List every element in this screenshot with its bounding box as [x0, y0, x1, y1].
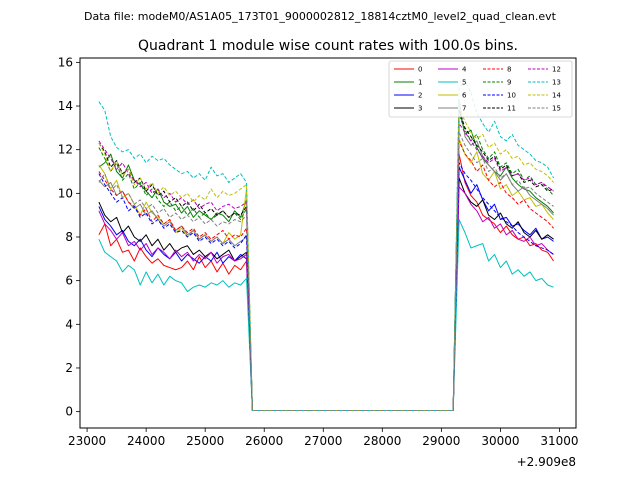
x-tick-label: 31000 [540, 434, 578, 448]
y-tick-label: 2 [65, 361, 73, 375]
legend-label-8: 8 [507, 66, 511, 74]
legend-label-0: 0 [418, 66, 422, 74]
chart-suptitle: Data file: modeM0/AS1A05_173T01_90000028… [84, 10, 557, 23]
legend-label-9: 9 [507, 79, 511, 87]
series-line-11 [98, 109, 554, 412]
legend-label-1: 1 [418, 79, 422, 87]
series-line-8 [98, 140, 554, 412]
y-tick-label: 4 [65, 317, 73, 331]
y-tick-label: 14 [58, 99, 73, 113]
legend-label-6: 6 [462, 92, 467, 100]
legend-label-4: 4 [462, 66, 467, 74]
y-axis: 0 2 4 6 8 10 12 14 16 [58, 55, 80, 419]
y-tick-label: 12 [58, 143, 73, 157]
series-line-6 [98, 138, 554, 412]
legend-label-12: 12 [552, 66, 561, 74]
x-tick-label: 27000 [304, 434, 342, 448]
y-tick-label: 0 [65, 405, 73, 419]
x-tick-label: 26000 [245, 434, 283, 448]
y-tick-label: 16 [58, 55, 73, 69]
series-line-5 [98, 219, 554, 412]
x-tick-label: 24000 [127, 434, 165, 448]
x-tick-label: 29000 [422, 434, 460, 448]
x-tick-label: 30000 [481, 434, 519, 448]
chart-title: Quadrant 1 module wise count rates with … [138, 38, 518, 54]
series-line-3 [98, 177, 554, 412]
series-line-10 [98, 162, 554, 412]
series-line-15 [98, 131, 554, 412]
series-line-9 [98, 114, 554, 412]
y-tick-label: 8 [65, 230, 73, 244]
series-layer [98, 79, 554, 412]
series-line-7 [98, 98, 554, 412]
series-line-4 [98, 186, 554, 412]
x-tick-label: 28000 [363, 434, 401, 448]
series-line-0 [98, 153, 554, 412]
x-axis: 23000 24000 25000 26000 27000 28000 29000 30000… [68, 428, 579, 448]
legend-label-13: 13 [552, 79, 561, 87]
plot-area: 23000 24000 25000 26000 27000 28000 29000 30000… [58, 55, 579, 469]
legend-label-15: 15 [552, 105, 561, 113]
legend-label-14: 14 [552, 92, 561, 100]
legend-label-7: 7 [462, 105, 466, 113]
axes-frame [79, 57, 577, 429]
x-tick-label: 23000 [68, 434, 106, 448]
legend-label-11: 11 [507, 105, 516, 113]
x-tick-label: 25000 [186, 434, 224, 448]
series-line-13 [98, 79, 554, 412]
x-axis-offset-label: +2.909e8 [517, 455, 576, 469]
y-tick-label: 10 [58, 186, 73, 200]
legend-label-3: 3 [418, 105, 422, 113]
legend-label-2: 2 [418, 92, 422, 100]
legend-frame [388, 60, 573, 118]
legend-label-10: 10 [507, 92, 516, 100]
y-tick-label: 6 [65, 274, 73, 288]
legend-label-5: 5 [462, 79, 466, 87]
